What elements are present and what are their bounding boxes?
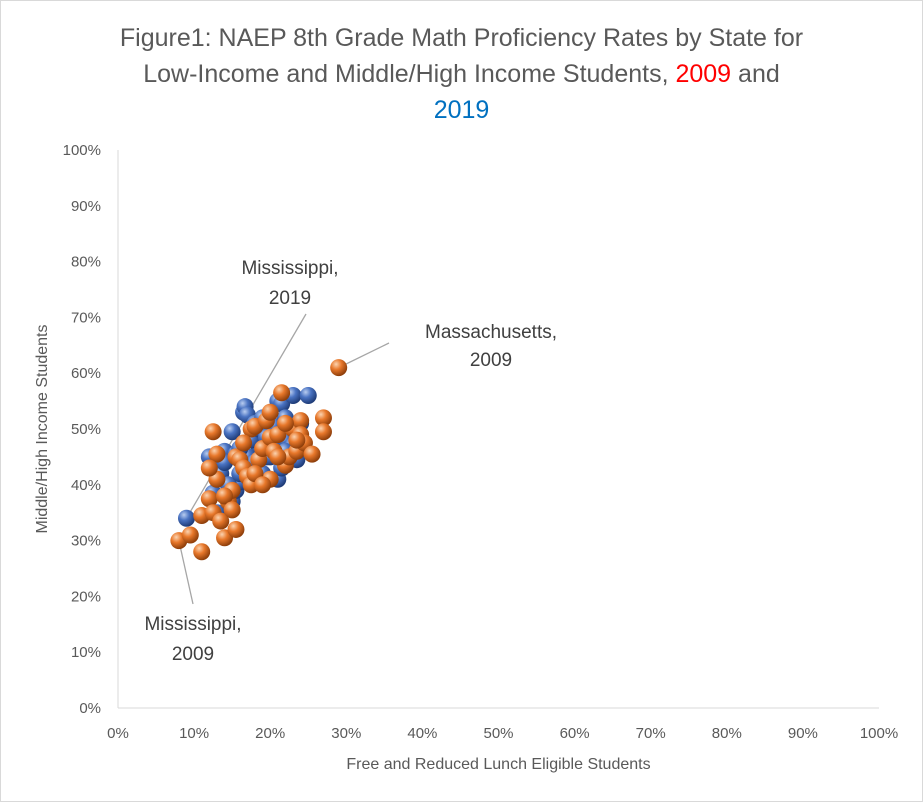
annotation-ma2009-line2: 2009 — [470, 350, 512, 371]
title-line-3: 2019 — [0, 92, 923, 128]
title-line-2-text: Low-Income and Middle/High Income Studen… — [143, 60, 669, 88]
y-axis-title: Middle/High Income Students — [34, 325, 51, 534]
axes — [117, 150, 879, 709]
leader-line-ms2009 — [178, 540, 194, 605]
y-tick-label: 80% — [71, 254, 101, 271]
x-tick-label: 30% — [331, 725, 361, 742]
point-2009 — [314, 409, 332, 427]
point-2009 — [204, 423, 222, 441]
x-tick-label: 20% — [255, 725, 285, 742]
point-2019 — [223, 423, 241, 441]
x-axis-title: Free and Reduced Lunch Eligible Students — [346, 756, 650, 773]
point-2009 — [330, 359, 348, 377]
chart-title: Figure1: NAEP 8th Grade Math Proficiency… — [0, 20, 923, 128]
point-2009 — [273, 384, 291, 402]
x-tick-label: 80% — [712, 725, 742, 742]
point-2009 — [193, 543, 211, 561]
y-tick-label: 20% — [71, 588, 101, 605]
y-tick-label: 40% — [71, 477, 101, 494]
point-2009 — [216, 487, 234, 505]
point-2009 — [292, 412, 310, 430]
point-2009 — [227, 520, 245, 538]
y-tick-label: 90% — [71, 198, 101, 215]
point-2009 — [200, 459, 218, 477]
x-tick-label: 10% — [179, 725, 209, 742]
x-tick-label: 100% — [860, 725, 898, 742]
x-tick-label: 90% — [788, 725, 818, 742]
point-2009 — [208, 445, 226, 463]
y-tick-labels: 0% 10% 20% 30% 40% 50% 60% 70% 80% 90% 100% — [63, 142, 101, 717]
annotations: Mississippi, 2019 Massachusetts, 2009 Missis… — [144, 258, 557, 665]
y-tick-label: 100% — [63, 142, 101, 159]
annotation-ms2019-line2: 2019 — [269, 288, 311, 309]
y-tick-label: 30% — [71, 533, 101, 550]
data-points — [170, 359, 348, 561]
point-2019 — [299, 387, 317, 405]
annotation-ms2009-line2: 2009 — [172, 644, 214, 665]
title-line-2: Low-Income and Middle/High Income Studen… — [0, 56, 923, 92]
y-tick-label: 60% — [71, 365, 101, 382]
x-tick-label: 70% — [636, 725, 666, 742]
point-2009 — [261, 403, 279, 421]
x-tick-label: 40% — [407, 725, 437, 742]
title-year-2009: 2009 — [675, 60, 732, 88]
point-2009 — [303, 445, 321, 463]
y-tick-label: 50% — [71, 421, 101, 438]
annotation-ms2009-line1: Mississippi, — [144, 614, 241, 635]
title-year-2019: 2019 — [433, 96, 490, 124]
point-2009 — [235, 434, 253, 452]
point-2009 — [314, 423, 332, 441]
x-tick-labels: 0% 10% 20% 30% 40% 50% 60% 70% 80% 90% 100% — [107, 725, 898, 742]
y-tick-label: 70% — [71, 309, 101, 326]
point-2009 — [276, 414, 294, 432]
point-2009 — [288, 431, 306, 449]
point-2009 — [269, 448, 287, 466]
point-2009 — [254, 476, 272, 494]
point-2009 — [200, 490, 218, 508]
annotation-ma2009-line1: Massachusetts, — [425, 322, 557, 343]
leader-line-ma2009 — [338, 342, 390, 369]
point-2019 — [177, 509, 195, 527]
annotation-ms2019-line1: Mississippi, — [241, 258, 338, 279]
x-tick-label: 0% — [107, 725, 129, 742]
y-tick-label: 10% — [71, 644, 101, 661]
point-2009 — [212, 512, 230, 530]
title-and: and — [738, 60, 780, 88]
x-tick-label: 50% — [483, 725, 513, 742]
x-tick-label: 60% — [560, 725, 590, 742]
point-2009 — [223, 501, 241, 519]
y-tick-label: 0% — [79, 700, 101, 717]
title-line-1: Figure1: NAEP 8th Grade Math Proficiency… — [119, 24, 804, 52]
point-2009 — [181, 526, 199, 544]
